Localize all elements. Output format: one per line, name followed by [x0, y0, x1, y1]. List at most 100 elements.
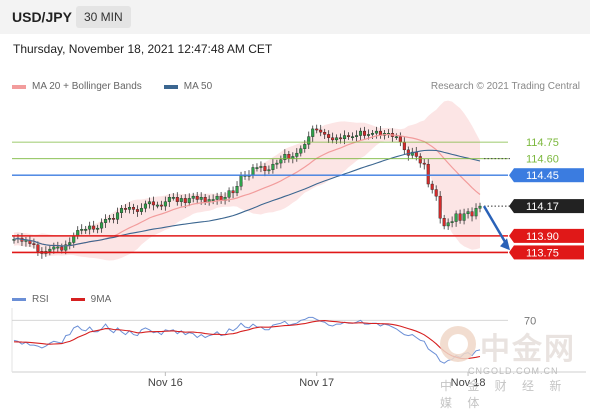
candle-body — [104, 219, 108, 223]
candle-body — [315, 128, 319, 131]
legend-swatch-ma20 — [12, 84, 26, 89]
legend-swatch-9ma — [70, 298, 85, 301]
research-credit: Research © 2021 Trading Central — [430, 81, 580, 92]
candle-body — [458, 213, 462, 221]
forecast-arrow-head — [500, 238, 510, 251]
candle-body — [279, 159, 283, 164]
candle-body — [124, 208, 128, 210]
candle-body — [76, 230, 80, 237]
legend-item-9ma: 9MA — [70, 294, 112, 305]
rsi-ma-line — [13, 320, 481, 360]
legend-swatch-ma50 — [163, 84, 178, 89]
candle-body — [418, 156, 422, 164]
chart-datetime: Thursday, November 18, 2021 12:47:48 AM … — [13, 42, 273, 56]
candle-body — [339, 137, 343, 140]
candle-body — [422, 162, 426, 165]
legend-label-ma20: MA 20 + Bollinger Bands — [32, 81, 142, 92]
legend-item-ma20: MA 20 + Bollinger Bands — [12, 81, 142, 92]
candle-body — [143, 203, 147, 209]
candle-body — [48, 248, 52, 252]
candle-body — [366, 134, 370, 136]
legend-label-9ma: 9MA — [90, 294, 112, 305]
candle-body — [96, 227, 100, 230]
candle-body — [159, 204, 163, 207]
chart-legend: MA 20 + Bollinger Bands MA 50 — [12, 81, 234, 92]
forecast-arrow-shaft — [482, 205, 509, 246]
candle-body — [12, 238, 16, 241]
candle-body — [267, 169, 271, 172]
candle-body — [287, 154, 291, 159]
candle-body — [347, 135, 351, 137]
candle-body — [470, 211, 474, 217]
candle-body — [335, 137, 339, 141]
candle-body — [442, 218, 446, 227]
legend-label-rsi: RSI — [32, 294, 49, 305]
candle-body — [271, 163, 275, 170]
candle-body — [359, 130, 363, 136]
level-tag-arrow-113.75 — [509, 245, 514, 260]
candle-body — [410, 151, 414, 156]
candle-body — [275, 162, 279, 165]
legend-item-ma50: MA 50 — [163, 81, 213, 92]
legend-swatch-rsi — [12, 298, 26, 301]
candle-body — [283, 154, 287, 160]
current-price-tag — [514, 199, 584, 214]
candle-body — [450, 221, 454, 223]
candle-body — [147, 201, 151, 205]
level-tag-113.75 — [514, 245, 584, 260]
candle-body — [231, 190, 235, 194]
candle-body — [446, 222, 450, 227]
candle-body — [319, 129, 323, 133]
candle-body — [112, 218, 116, 220]
candle-body — [116, 212, 120, 220]
x-tick-label: Nov 18 — [451, 377, 486, 389]
timeframe-button[interactable]: 30 MIN — [76, 6, 131, 28]
candle-body — [215, 195, 219, 200]
candle-body — [355, 135, 359, 137]
candle-body — [108, 218, 112, 220]
legend-label-ma50: MA 50 — [183, 81, 213, 92]
bollinger-band — [14, 100, 480, 261]
candle-body — [191, 195, 195, 199]
candle-body — [351, 136, 355, 139]
candle-body — [426, 163, 430, 185]
candle-body — [171, 197, 175, 199]
level-tag-114.45 — [514, 168, 584, 183]
candle-body — [370, 133, 374, 135]
symbol-label: USD/JPY — [12, 9, 72, 25]
candle-body — [474, 208, 478, 217]
candle-body — [303, 144, 307, 149]
candle-body — [64, 244, 68, 251]
candle-body — [295, 152, 299, 157]
candle-body — [211, 199, 215, 201]
candle-body — [307, 136, 311, 145]
level-label-114.60: 114.60 — [526, 154, 559, 166]
rsi-level-label: 70 — [524, 315, 536, 327]
candle-body — [239, 175, 243, 187]
candle-body — [430, 183, 434, 190]
candle-body — [259, 166, 263, 168]
level-tag-arrow-114.45 — [509, 168, 514, 183]
candle-body — [323, 131, 327, 135]
rsi-legend: RSI 9MA — [12, 294, 133, 305]
candle-body — [414, 151, 418, 157]
candle-body — [251, 167, 255, 176]
candle-body — [60, 246, 64, 251]
candle-body — [175, 197, 179, 202]
candle-body — [195, 195, 199, 200]
level-label-113.90: 113.90 — [526, 231, 559, 243]
candle-body — [80, 229, 84, 231]
candle-body — [68, 242, 72, 245]
price-chart: 114.75 114.60 114.45 114.17 113.90 113.75 70 No… — [11, 100, 586, 389]
level-tag-113.90 — [514, 228, 584, 243]
legend-item-rsi: RSI — [12, 294, 49, 305]
candle-body — [127, 206, 132, 210]
rsi-line — [13, 316, 481, 364]
candle-body — [454, 213, 458, 222]
candle-body — [155, 204, 159, 207]
candle-body — [394, 136, 398, 139]
candle-body — [311, 128, 315, 137]
candle-body — [327, 134, 331, 138]
candle-body — [179, 198, 183, 202]
x-tick-label: Nov 16 — [148, 377, 183, 389]
